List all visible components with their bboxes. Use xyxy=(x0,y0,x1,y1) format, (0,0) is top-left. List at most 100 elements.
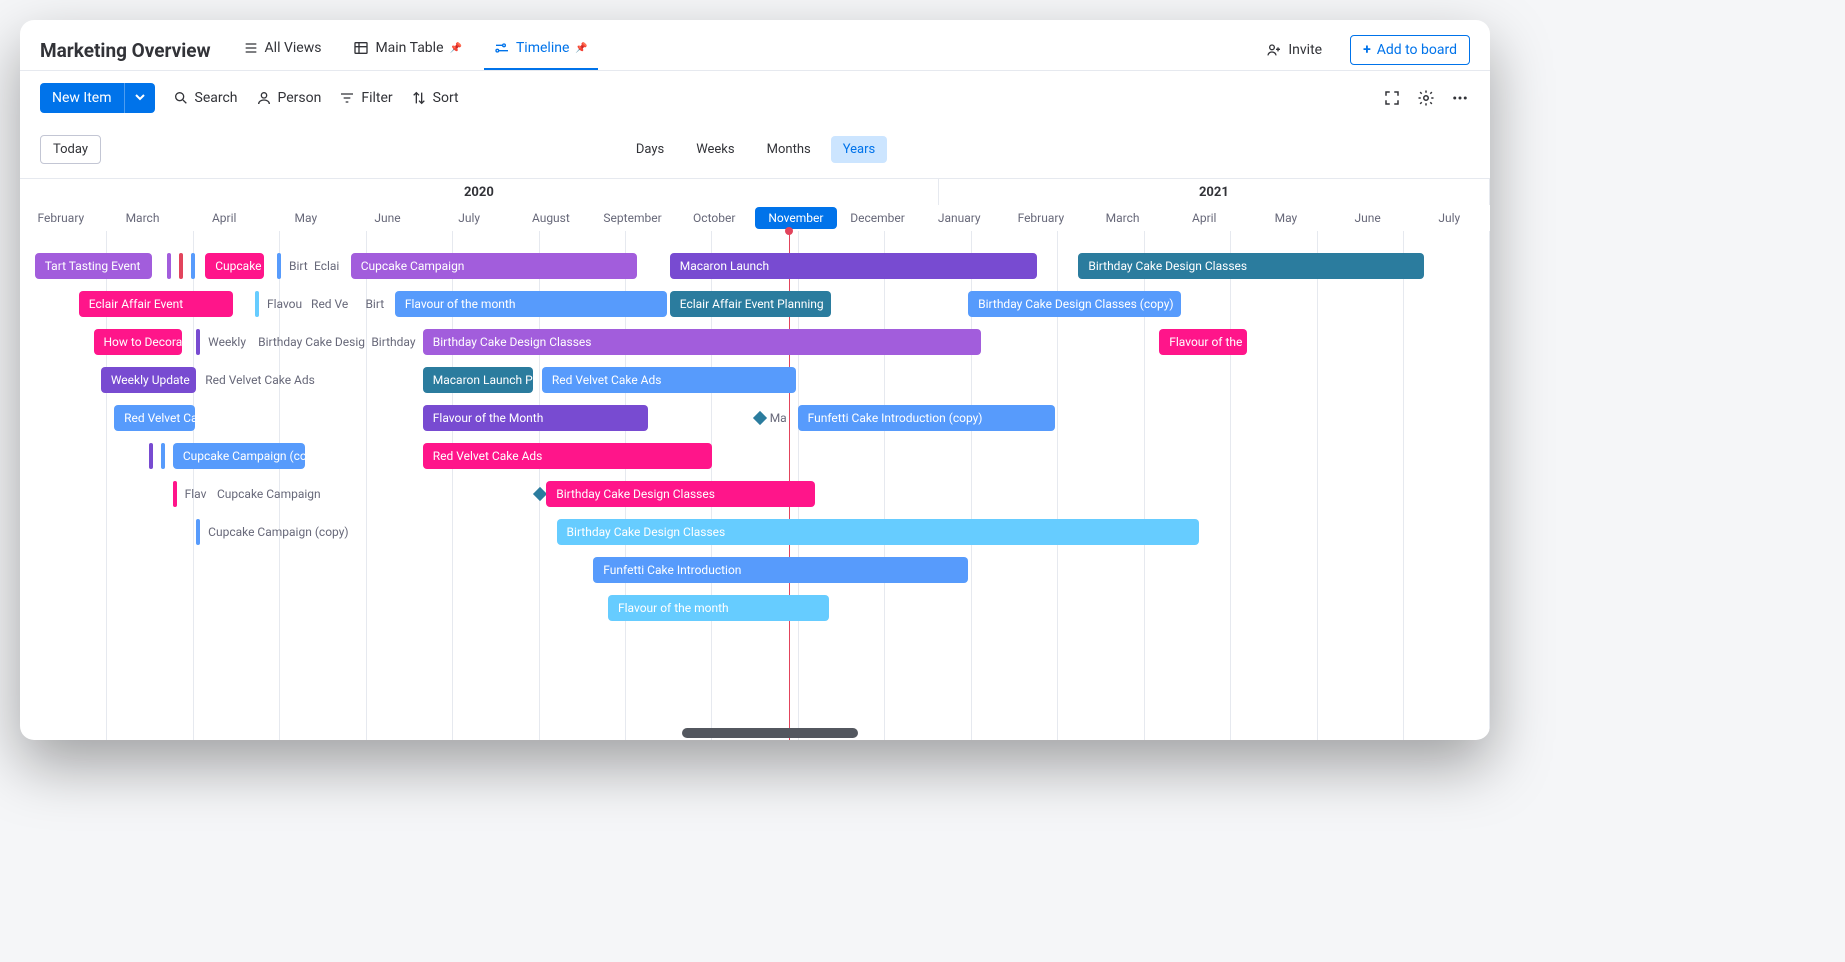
timeline-bar[interactable]: Funfetti Cake Introduction xyxy=(593,557,968,583)
timeline-bar[interactable]: How to Decora xyxy=(94,329,182,355)
filter-button[interactable]: Filter xyxy=(339,90,392,106)
timeline-bar[interactable]: Cupcake Campaign xyxy=(351,253,638,279)
timeline-overflow-label[interactable]: Birthday Cake Desig xyxy=(258,329,368,355)
month-label: February xyxy=(1000,205,1082,231)
timeline-bar[interactable]: Birthday Cake Design Classes (copy) xyxy=(968,291,1181,317)
timeline-bar[interactable]: Flavour of the month xyxy=(395,291,667,317)
search-icon xyxy=(173,90,189,106)
sort-button[interactable]: Sort xyxy=(411,90,459,106)
pin-icon: 📌 xyxy=(575,43,587,54)
month-label: July xyxy=(1408,205,1490,231)
view-tab-main-table[interactable]: Main Table📌 xyxy=(343,30,472,70)
timeline-bar[interactable]: Macaron Launch Pa xyxy=(423,367,533,393)
scale-tab-years[interactable]: Years xyxy=(831,136,887,163)
month-label: May xyxy=(265,205,347,231)
month-label: April xyxy=(1163,205,1245,231)
timeline-bar[interactable]: Cupcake xyxy=(205,253,264,279)
timeline-overflow-label[interactable]: Weekly xyxy=(208,329,255,355)
timeline-milestone[interactable] xyxy=(532,487,546,501)
timeline-sliver[interactable] xyxy=(191,253,195,279)
scale-tabs: Days Weeks Months Years xyxy=(624,136,887,163)
scroll-handle[interactable] xyxy=(682,728,858,738)
settings-button[interactable] xyxy=(1416,88,1436,108)
chevron-down-icon[interactable] xyxy=(124,83,155,113)
scale-tab-days[interactable]: Days xyxy=(624,136,676,163)
view-tab-all-views[interactable]: All Views xyxy=(233,30,332,70)
timeline-bar[interactable]: Tart Tasting Event xyxy=(35,253,153,279)
year-header: 20202021 xyxy=(20,179,1490,205)
timeline-overflow-label[interactable]: Eclai xyxy=(314,253,348,279)
timeline-bar[interactable]: Weekly Update xyxy=(101,367,197,393)
timeline-sliver[interactable] xyxy=(196,329,200,355)
month-label: June xyxy=(347,205,429,231)
timeline-bar[interactable]: Flavour of the month xyxy=(608,595,829,621)
view-tab-timeline[interactable]: Timeline 📌 xyxy=(484,30,598,70)
timeline-sliver[interactable] xyxy=(161,443,165,469)
table-icon xyxy=(353,40,369,56)
timeline-overflow-label[interactable]: Birt xyxy=(289,253,311,279)
person-icon xyxy=(256,90,272,106)
plus-icon: + xyxy=(1363,42,1371,58)
timeline-overflow-label[interactable]: Cupcake Campaign (copy) xyxy=(208,519,384,545)
filter-icon xyxy=(339,90,355,106)
search-label: Search xyxy=(195,90,238,106)
scale-tab-weeks[interactable]: Weeks xyxy=(684,136,746,163)
timeline-overflow-label[interactable]: Birthday xyxy=(371,329,420,355)
month-label: June xyxy=(1327,205,1409,231)
search-button[interactable]: Search xyxy=(173,90,238,106)
timeline-overflow-label[interactable]: Cupcake Campaign xyxy=(217,481,364,507)
filter-label: Filter xyxy=(361,90,392,106)
timeline-overflow-label[interactable]: Flav xyxy=(185,481,214,507)
fullscreen-button[interactable] xyxy=(1382,88,1402,108)
header: Marketing Overview All Views Main Table📌 T… xyxy=(20,20,1490,71)
timeline-bar[interactable]: Birthday Cake Design Classes xyxy=(557,519,1199,545)
gear-icon xyxy=(1417,89,1435,107)
sort-label: Sort xyxy=(433,90,459,106)
timeline-overflow-label[interactable]: Red Velvet Cake Ads xyxy=(205,367,352,393)
timeline-milestone[interactable] xyxy=(753,411,767,425)
add-to-board-button[interactable]: + Add to board xyxy=(1350,35,1470,65)
list-icon xyxy=(243,40,259,56)
timeline-bar[interactable]: Birthday Cake Design Classes xyxy=(1078,253,1423,279)
sort-icon xyxy=(411,90,427,106)
fullscreen-icon xyxy=(1383,89,1401,107)
timeline-sliver[interactable] xyxy=(173,481,177,507)
new-item-button[interactable]: New Item xyxy=(40,83,155,113)
timeline-bar[interactable]: Cupcake Campaign (copy xyxy=(173,443,305,469)
add-to-board-label: Add to board xyxy=(1377,42,1457,58)
timeline-bar[interactable]: Red Velvet Cake Ads xyxy=(542,367,796,393)
timeline-sliver[interactable] xyxy=(179,253,183,279)
page-title: Marketing Overview xyxy=(40,39,211,62)
month-label: August xyxy=(510,205,592,231)
timeline-bar[interactable]: Birthday Cake Design Classes xyxy=(423,329,982,355)
timeline-overflow-label[interactable]: Ma xyxy=(770,405,795,431)
timeline-bar[interactable]: Funfetti Cake Introduction (copy) xyxy=(798,405,1055,431)
timeline-sliver[interactable] xyxy=(149,443,153,469)
month-label: March xyxy=(1082,205,1164,231)
timeline-bar[interactable]: Birthday Cake Design Classes xyxy=(546,481,815,507)
timeline-bar[interactable]: Red Velvet Cake Ads xyxy=(423,443,713,469)
timeline-overflow-label[interactable]: Flavou xyxy=(267,291,311,317)
month-label: July xyxy=(428,205,510,231)
timeline-sliver[interactable] xyxy=(196,519,200,545)
more-button[interactable] xyxy=(1450,88,1470,108)
timeline-bar[interactable]: Red Velvet Ca xyxy=(114,405,195,431)
timeline-bar[interactable]: Flavour of the Month xyxy=(423,405,648,431)
timeline-overflow-label[interactable]: Red Ve xyxy=(311,291,362,317)
timeline-icon xyxy=(494,40,510,56)
timeline-sliver[interactable] xyxy=(255,291,259,317)
person-filter-button[interactable]: Person xyxy=(256,90,322,106)
timeline-sliver[interactable] xyxy=(167,253,171,279)
view-tab-label: Timeline xyxy=(516,40,569,56)
timeline-bar[interactable]: Macaron Launch xyxy=(670,253,1038,279)
timeline-area[interactable]: 20202021 FebruaryMarchAprilMayJuneJulyAu… xyxy=(20,178,1490,740)
today-button[interactable]: Today xyxy=(40,135,101,164)
timeline-bar[interactable]: Eclair Affair Event xyxy=(79,291,233,317)
timeline-overflow-label[interactable]: Birt xyxy=(365,291,391,317)
timeline-bar[interactable]: Flavour of the xyxy=(1159,329,1247,355)
scale-tab-months[interactable]: Months xyxy=(755,136,823,163)
timeline-sliver[interactable] xyxy=(277,253,281,279)
timeline-bar[interactable]: Eclair Affair Event Planning xyxy=(670,291,832,317)
view-tab-label: All Views xyxy=(265,40,322,56)
invite-button[interactable]: Invite xyxy=(1254,36,1334,64)
